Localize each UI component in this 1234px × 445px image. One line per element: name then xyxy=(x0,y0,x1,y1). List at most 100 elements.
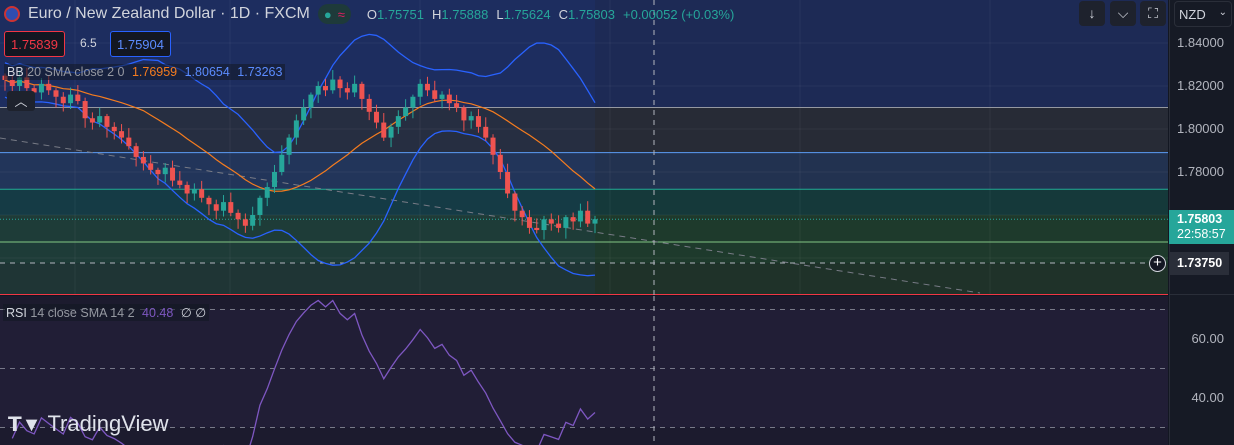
candle-body xyxy=(242,219,248,226)
candle-body xyxy=(410,96,416,108)
rsi-line xyxy=(11,299,596,445)
candle-body xyxy=(104,116,110,127)
collapse-legend-button[interactable]: ︿ xyxy=(7,91,35,111)
currency-select[interactable]: NZD ⌄ xyxy=(1174,1,1232,27)
trend-line xyxy=(0,137,981,294)
price-chart xyxy=(0,0,1168,295)
market-open-icon: ● xyxy=(323,6,332,22)
price-tick: 1.82000 xyxy=(1177,78,1224,93)
chevron-up-icon: ︿ xyxy=(14,94,28,109)
candle-body xyxy=(322,86,328,91)
candle-body xyxy=(417,83,423,97)
candle-body xyxy=(570,217,576,222)
rsi-chart xyxy=(0,296,1168,445)
fullscreen-icon: ⛶ xyxy=(1148,5,1158,21)
candle-body xyxy=(497,154,503,172)
candle-body xyxy=(315,86,321,95)
candle-body xyxy=(424,83,430,91)
zone xyxy=(0,107,1168,153)
rsi-tick: 60.00 xyxy=(1191,331,1224,346)
candle-body xyxy=(82,101,88,119)
arrow-down-icon: ↓ xyxy=(1088,5,1096,21)
candle-body xyxy=(352,83,358,93)
zone xyxy=(0,152,1168,190)
candle-body xyxy=(89,118,95,123)
symbol-title[interactable]: Euro / New Zealand Dollar · 1D · FXCM xyxy=(28,5,310,22)
candle-body xyxy=(184,184,190,194)
candle-body xyxy=(475,116,481,127)
candle-body xyxy=(526,217,532,228)
candle-body xyxy=(250,215,256,226)
candle-body xyxy=(213,204,219,211)
candle-body xyxy=(46,83,52,91)
fullscreen-button[interactable]: ⛶ xyxy=(1140,1,1166,26)
candle-body xyxy=(446,94,452,104)
candle-body xyxy=(293,120,299,138)
candle-body xyxy=(199,189,205,198)
candle-body xyxy=(541,219,547,231)
candle-body xyxy=(505,172,511,194)
candle-body xyxy=(519,210,525,218)
scroll-to-latest-button[interactable]: ↓ xyxy=(1079,1,1105,26)
candle-body xyxy=(119,131,125,138)
candle-body xyxy=(272,172,278,188)
collapse-button[interactable]: ⌵ xyxy=(1110,1,1136,26)
symbol-header: Euro / New Zealand Dollar · 1D · FXCM ● ≈… xyxy=(4,4,734,24)
candle-body xyxy=(512,193,518,211)
candle-body xyxy=(366,98,372,112)
candle-body xyxy=(395,116,401,127)
candle-body xyxy=(577,210,583,222)
candle-body xyxy=(24,77,30,89)
candle-body xyxy=(191,189,197,194)
ohlc-values: O1.75751 H1.75888 L1.75624 C1.75803 +0.0… xyxy=(366,6,735,22)
candle-body xyxy=(439,94,445,99)
sell-button[interactable]: 1.75839 xyxy=(4,31,65,57)
chevron-down-icon: ⌄ xyxy=(1218,7,1227,18)
candle-body xyxy=(373,111,379,123)
market-status[interactable]: ● ≈ xyxy=(317,4,351,24)
candle-body xyxy=(221,202,227,211)
candle-body xyxy=(432,90,438,99)
candle-body xyxy=(17,77,23,86)
candle-body xyxy=(9,79,15,86)
candle-body xyxy=(148,163,154,170)
candle-body xyxy=(330,79,336,91)
bb-legend[interactable]: BB 20 SMA close 2 0 1.76959 1.80654 1.73… xyxy=(4,64,286,80)
candle-body xyxy=(68,94,74,104)
zone xyxy=(0,263,1168,295)
candle-body xyxy=(308,94,314,108)
candle-body xyxy=(53,90,59,97)
price-pane[interactable] xyxy=(0,0,1168,295)
candle-body xyxy=(177,180,183,185)
plus-icon: + xyxy=(1153,254,1162,271)
zone xyxy=(0,0,1168,108)
candle-body xyxy=(585,210,591,224)
candle-body xyxy=(75,94,81,102)
add-alert-button[interactable]: + xyxy=(1149,255,1166,272)
tradingview-logo-icon: 𝗧▼ xyxy=(8,413,42,436)
flag-icon xyxy=(4,6,20,22)
candle-body xyxy=(170,167,176,181)
buy-button[interactable]: 1.75904 xyxy=(110,31,171,57)
bb-lower xyxy=(4,96,596,277)
candle-body xyxy=(60,96,66,104)
price-tick: 1.80000 xyxy=(1177,121,1224,136)
candle-body xyxy=(286,137,292,155)
candle-body xyxy=(126,137,132,147)
candle-body xyxy=(301,107,307,121)
candle-body xyxy=(344,88,350,93)
candle-body xyxy=(563,217,569,228)
candle-body xyxy=(228,202,234,213)
rsi-tick: 40.00 xyxy=(1191,390,1224,405)
candle-body xyxy=(279,154,285,172)
candle-body xyxy=(155,169,161,175)
candle-body xyxy=(38,83,44,93)
candle-body xyxy=(381,122,387,138)
candle-body xyxy=(556,223,562,228)
tradingview-logo[interactable]: 𝗧▼ TradingView xyxy=(8,411,169,436)
candle-body xyxy=(403,107,409,117)
candle-body xyxy=(454,103,460,108)
candle-body xyxy=(461,107,467,121)
rsi-legend[interactable]: RSI 14 close SMA 14 2 40.48 ∅ ∅ xyxy=(3,304,210,321)
candle-body xyxy=(111,126,117,132)
